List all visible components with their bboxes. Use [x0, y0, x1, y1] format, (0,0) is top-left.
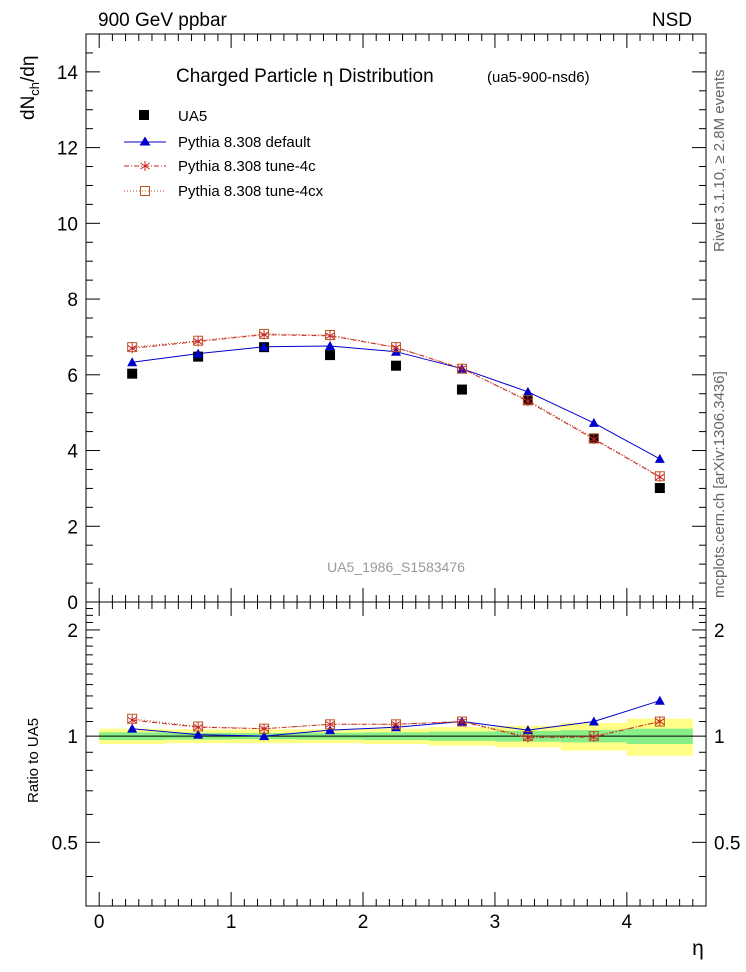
- main-point-s3-8: [654, 471, 665, 482]
- ratio-x-axis: 0 1 2 3 4: [94, 602, 694, 933]
- main-point-s2-5: [457, 363, 467, 374]
- ratio-point-s2-1: [193, 721, 204, 732]
- plot-title: Charged Particle η Distribution: [176, 66, 434, 87]
- ylabel-sub: ch: [27, 82, 42, 96]
- x-tick-label: 1: [226, 912, 237, 933]
- main-point-s0-3: [325, 350, 336, 361]
- ratio-ytick-label-right: 1: [714, 727, 725, 748]
- legend-label-tune4c: Pythia 8.308 tune-4c: [178, 158, 316, 175]
- ratio-y-axis-label: Ratio to UA5: [25, 718, 42, 803]
- ratio-point-s0-7: [588, 716, 599, 726]
- ratio-point-s1-8: [655, 716, 665, 727]
- main-point-s3-7: [588, 433, 599, 444]
- rivet-label: Rivet 3.1.10, ≥ 2.8M events: [711, 70, 728, 253]
- header-energy-label: 900 GeV ppbar: [98, 10, 228, 31]
- legend-marker-tune4c: [140, 161, 150, 171]
- ratio-ytick-label: 2: [67, 621, 78, 642]
- ratio-ytick-label-right: 2: [714, 621, 725, 642]
- ratio-point-s0-1: [193, 729, 204, 739]
- main-point-s0-5: [456, 384, 467, 395]
- main-point-s0-8: [654, 483, 665, 494]
- ratio-point-s1-5: [457, 716, 467, 727]
- ratio-point-s2-7: [588, 731, 599, 742]
- ratio-point-s1-2: [259, 723, 269, 734]
- legend-label-ua5: UA5: [178, 108, 207, 125]
- main-y-axis-label: dNch/dη: [18, 56, 42, 120]
- header-process-label: NSD: [652, 10, 692, 31]
- legend-marker-default: [139, 136, 151, 146]
- main-series-markers: [127, 328, 665, 494]
- main-series-line-2: [132, 334, 661, 478]
- ylabel-tail: /dη: [18, 56, 39, 82]
- main-point-s3-4: [391, 342, 401, 353]
- main-point-s1-2: [259, 341, 270, 351]
- ratio-series-markers: [127, 695, 665, 743]
- ratio-ytick-label: 1: [67, 727, 78, 748]
- ratio-point-s0-3: [325, 725, 336, 735]
- main-ytick-label: 6: [67, 366, 78, 387]
- ratio-ytick-label: 0.5: [52, 833, 78, 854]
- main-panel: 0 2 4 6 8 10 12 14 Charged Particle η Distribut…: [18, 33, 707, 614]
- ratio-point-s0-2: [259, 731, 270, 741]
- main-point-s1-0: [127, 357, 138, 367]
- ratio-panel: 0.5 0.5 1 1 2 2 0 1 2 3 4 Ratio to UA5 η: [25, 601, 740, 960]
- main-point-s3-3: [325, 330, 336, 341]
- ratio-point-s0-8: [654, 695, 665, 705]
- ratio-point-s2-6: [522, 731, 533, 742]
- main-ytick-label: 12: [57, 139, 78, 160]
- main-point-s1-6: [522, 386, 533, 396]
- main-point-s3-0: [127, 342, 138, 353]
- plot-title-tag: (ua5-900-nsd6): [487, 69, 590, 86]
- legend-label-tune4cx: Pythia 8.308 tune-4cx: [178, 183, 324, 200]
- main-ytick-label: 2: [67, 517, 78, 538]
- x-tick-label: 4: [622, 912, 633, 933]
- watermark: UA5_1986_S1583476: [327, 559, 465, 575]
- main-point-s0-0: [127, 368, 138, 379]
- main-point-s3-1: [193, 335, 204, 346]
- main-point-s3-5: [456, 363, 467, 374]
- ratio-point-s2-2: [259, 723, 270, 734]
- ratio-point-s2-5: [456, 716, 467, 727]
- legend-marker-tune4cx: [140, 186, 150, 196]
- main-ytick-label: 14: [57, 63, 79, 84]
- main-point-s1-8: [654, 453, 665, 463]
- ratio-point-s2-8: [654, 716, 665, 727]
- ylabel-main: dN: [18, 96, 39, 120]
- main-point-s1-7: [588, 417, 599, 427]
- ratio-point-s2-4: [391, 719, 401, 730]
- ratio-point-s2-3: [325, 719, 336, 730]
- ratio-point-s1-3: [325, 719, 335, 730]
- x-tick-label: 3: [490, 912, 501, 933]
- main-ytick-label: 4: [67, 442, 78, 463]
- mcplots-label: mcplots.cern.ch [arXiv:1306.3436]: [711, 371, 728, 598]
- ratio-plot-frame: [85, 601, 707, 907]
- legend-label-default: Pythia 8.308 default: [178, 134, 311, 151]
- x-tick-label: 0: [94, 912, 105, 933]
- main-point-s3-6: [522, 395, 533, 406]
- ratio-point-s2-0: [127, 713, 138, 724]
- main-ytick-label: 8: [67, 290, 78, 311]
- ratio-y-axis: 0.5 0.5 1 1 2 2: [52, 608, 740, 878]
- x-axis-label: η: [692, 937, 704, 960]
- main-point-s0-4: [391, 360, 401, 371]
- main-point-s1-3: [325, 341, 336, 351]
- main-point-s3-2: [259, 328, 270, 339]
- main-point-s2-4: [391, 342, 401, 353]
- ratio-ytick-label-right: 0.5: [714, 833, 740, 854]
- main-x-ticks: [98, 34, 694, 602]
- main-ytick-label: 10: [57, 214, 78, 235]
- x-tick-label: 2: [358, 912, 369, 933]
- legend: UA5 Pythia 8.308 default Pythia 8.308 tu…: [124, 108, 324, 200]
- main-y-axis: 0 2 4 6 8 10 12 14: [57, 33, 706, 614]
- ratio-point-s0-0: [127, 723, 138, 733]
- legend-marker-ua5: [139, 110, 149, 120]
- ratio-point-s1-4: [391, 719, 401, 730]
- main-ytick-label: 0: [67, 593, 78, 614]
- main-point-s1-1: [193, 348, 204, 358]
